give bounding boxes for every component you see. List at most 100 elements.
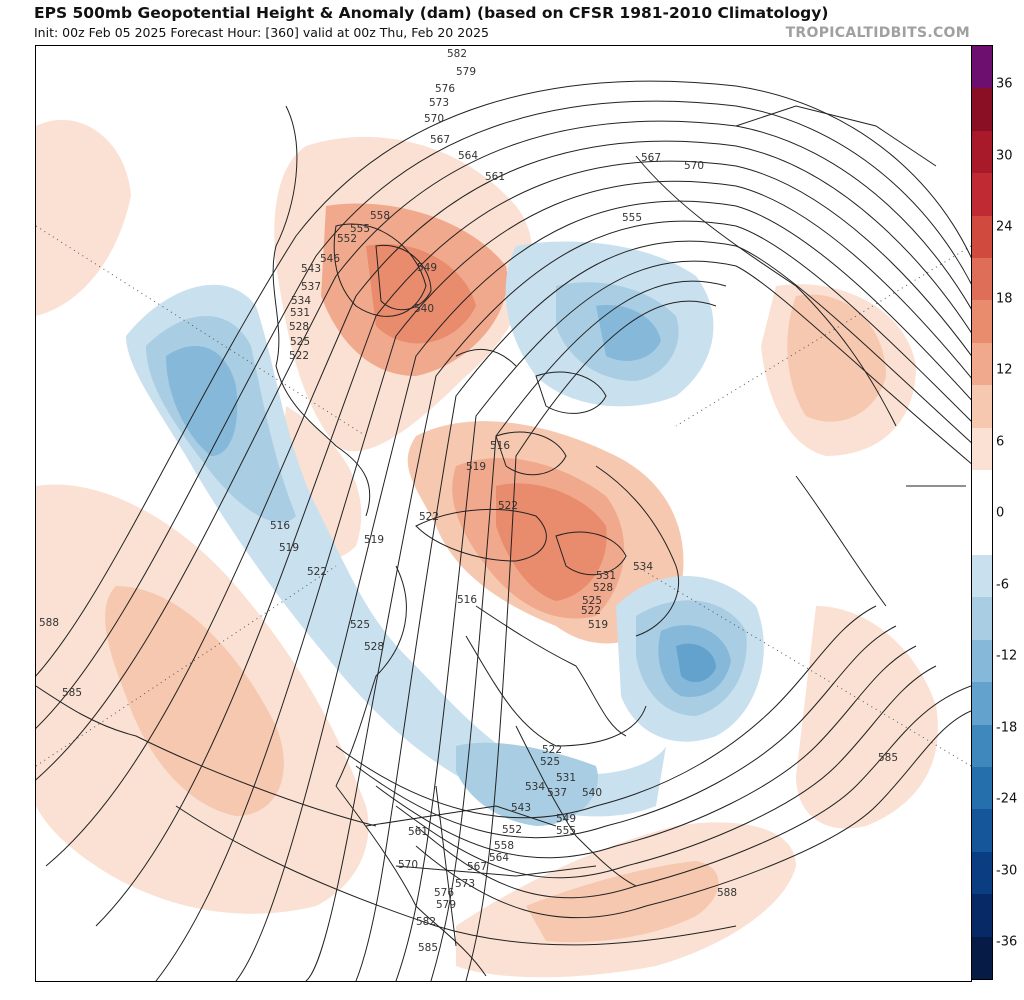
- contour-label: 540: [582, 787, 602, 799]
- contour-label: 564: [458, 150, 478, 162]
- contour-label: 570: [398, 859, 418, 871]
- contour-label: 519: [588, 619, 608, 631]
- contour-label: 573: [429, 97, 449, 109]
- contour-label: 564: [489, 852, 509, 864]
- contour-label: 525: [350, 619, 370, 631]
- contour-label: 537: [301, 281, 321, 293]
- colorbar-segment: [972, 512, 992, 556]
- contour-label: 555: [622, 212, 642, 224]
- map-canvas: 582 579 576 573 570 567 564 561 558 555 …: [36, 48, 971, 981]
- contour-label: 519: [466, 461, 486, 473]
- colorbar-segment: [972, 130, 992, 174]
- contour-label: 528: [289, 321, 309, 333]
- colorbar-segment: [972, 639, 992, 683]
- colorbar-tick-label: 36: [996, 76, 1013, 92]
- contour-label: 555: [350, 223, 370, 235]
- colorbar-tick-label: -24: [996, 791, 1018, 807]
- colorbar-segment: [972, 851, 992, 895]
- colorbar-segment: [972, 300, 992, 344]
- contour-label: 516: [490, 440, 510, 452]
- contour-label: 531: [290, 307, 310, 319]
- contour-label: 525: [540, 756, 560, 768]
- contour-label: 534: [525, 781, 545, 793]
- contour-label: 540: [414, 303, 434, 315]
- negative-anomaly-shading: [126, 241, 764, 826]
- colorbar-segment: [972, 724, 992, 768]
- contour-label: 531: [556, 772, 576, 784]
- contour-label: 579: [436, 899, 456, 911]
- contour-label: 537: [547, 787, 567, 799]
- colorbar-segment: [972, 809, 992, 853]
- colorbar-segment: [972, 682, 992, 726]
- positive-anomaly-shading: [36, 119, 938, 978]
- contour-label: 543: [511, 802, 531, 814]
- colorbar-tick-label: -36: [996, 934, 1018, 950]
- colorbar-segment: [972, 427, 992, 471]
- colorbar-segment: [972, 46, 992, 89]
- contour-label: 558: [494, 840, 514, 852]
- contour-label: 528: [364, 641, 384, 653]
- contour-label: 582: [447, 48, 467, 60]
- colorbar-segment: [972, 215, 992, 259]
- colorbar-segment: [972, 597, 992, 641]
- colorbar-segment: [972, 173, 992, 217]
- colorbar-tick-label: 0: [996, 505, 1005, 521]
- colorbar-tick-label: -30: [996, 863, 1018, 878]
- colorbar-tick-label: 12: [996, 362, 1013, 378]
- contour-label: 549: [417, 262, 437, 274]
- contour-label: 543: [301, 263, 321, 275]
- colorbar-tick-label: 24: [996, 219, 1013, 235]
- contour-label: 576: [434, 887, 454, 899]
- map-panel: 582 579 576 573 570 567 564 561 558 555 …: [35, 45, 972, 982]
- contour-label: 522: [307, 566, 327, 578]
- colorbar-tick-label: 6: [996, 434, 1005, 449]
- contour-labels: 582 579 576 573 570 567 564 561 558 555 …: [39, 48, 898, 954]
- contour-label: 525: [290, 336, 310, 348]
- colorbar-segment: [972, 385, 992, 429]
- colorbar-segment: [972, 470, 992, 513]
- contour-label: 582: [416, 916, 436, 928]
- contour-label: 585: [62, 687, 82, 699]
- contour-label: 552: [337, 233, 357, 245]
- height-contours: [36, 80, 971, 981]
- contour-label: 555: [556, 825, 576, 837]
- colorbar-tick-label: -6: [996, 577, 1009, 592]
- contour-label: 534: [291, 295, 311, 307]
- site-watermark: TROPICALTIDBITS.COM: [785, 25, 970, 41]
- contour-label: 522: [542, 744, 562, 756]
- colorbar-segment: [972, 894, 992, 938]
- colorbar-tick-label: 30: [996, 148, 1013, 163]
- contour-label: 546: [320, 253, 340, 265]
- contour-label: 588: [39, 617, 59, 629]
- colorbar-segment: [972, 258, 992, 301]
- contour-label: 534: [633, 561, 653, 573]
- contour-label: 588: [717, 887, 737, 899]
- colorbar-tick-label: 18: [996, 291, 1013, 306]
- contour-label: 576: [435, 83, 455, 95]
- contour-label: 573: [455, 878, 475, 890]
- colorbar-tick-label: -12: [996, 648, 1018, 664]
- colorbar-segment: [972, 936, 992, 980]
- forecast-info: Init: 00z Feb 05 2025 Forecast Hour: [36…: [34, 25, 490, 40]
- contour-label: 567: [430, 134, 450, 146]
- contour-label: 528: [593, 582, 613, 594]
- contour-label: 561: [485, 171, 505, 183]
- contour-label: 525: [582, 595, 602, 607]
- contour-label: 579: [456, 66, 476, 78]
- anomaly-colorbar: [971, 45, 993, 980]
- contour-label: 522: [289, 350, 309, 362]
- contour-label: 522: [581, 605, 601, 617]
- contour-label: 516: [270, 520, 290, 532]
- page-title: EPS 500mb Geopotential Height & Anomaly …: [34, 4, 829, 22]
- contour-label: 567: [467, 861, 487, 873]
- contour-label: 570: [424, 113, 444, 125]
- contour-label: 585: [418, 942, 438, 954]
- contour-label: 549: [556, 813, 576, 825]
- contour-label: 558: [370, 210, 390, 222]
- contour-label: 516: [457, 594, 477, 606]
- colorbar-segment: [972, 342, 992, 386]
- contour-label: 567: [641, 152, 661, 164]
- coastlines: [272, 105, 966, 977]
- contour-label: 561: [408, 826, 428, 838]
- contour-label: 519: [279, 542, 299, 554]
